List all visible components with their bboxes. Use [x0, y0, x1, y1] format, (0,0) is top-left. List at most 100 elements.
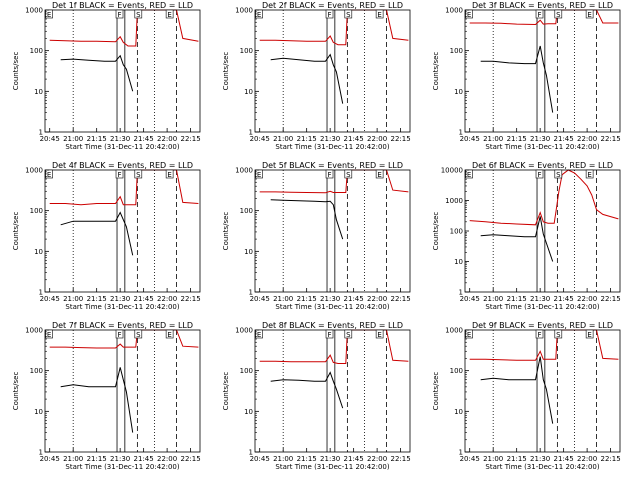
y-tick-label: 1 [249, 289, 253, 297]
y-tick-label: 100 [450, 47, 463, 55]
event-marker-label: S [136, 171, 141, 179]
x-axis-label: Start Time (31-Dec-11 20:42:00) [275, 143, 389, 151]
event-marker-box [344, 329, 353, 339]
event-marker-box [325, 169, 334, 179]
x-axis-label: Start Time (31-Dec-11 20:42:00) [485, 143, 599, 151]
event-marker-label: E [377, 171, 381, 179]
y-axis-label: Counts/sec [12, 52, 20, 91]
x-tick-label: 21:30 [530, 135, 550, 143]
event-marker-label: E [47, 11, 51, 19]
x-tick-label: 22:15 [601, 295, 621, 303]
event-marker-label: S [346, 331, 351, 339]
plot-title: Det 1f BLACK = Events, RED = LLD [52, 1, 193, 10]
x-axis-label: Start Time (31-Dec-11 20:42:00) [275, 303, 389, 311]
plot-title: Det 4f BLACK = Events, RED = LLD [52, 161, 193, 170]
y-tick-label: 1000 [25, 7, 43, 15]
event-marker-label: E [587, 11, 591, 19]
event-marker-label: E [377, 331, 381, 339]
plot-title: Det 3f BLACK = Events, RED = LLD [472, 1, 613, 10]
x-tick-label: 21:30 [110, 295, 130, 303]
y-tick-label: 1 [459, 129, 463, 137]
event-marker-box [165, 169, 174, 179]
plot-title: Det 2f BLACK = Events, RED = LLD [262, 1, 403, 10]
event-marker-label: F [118, 331, 122, 339]
y-tick-label: 100 [450, 228, 463, 236]
lld-series-line [259, 9, 409, 46]
x-axis-label: Start Time (31-Dec-11 20:42:00) [275, 463, 389, 471]
y-tick-label: 100 [450, 367, 463, 375]
event-marker-box [134, 9, 143, 19]
x-tick-label: 21:00 [63, 135, 83, 143]
x-tick-label: 21:30 [110, 455, 130, 463]
y-axis-label: Counts/sec [222, 372, 230, 411]
event-marker-box [535, 329, 544, 339]
event-marker-box [554, 329, 563, 339]
x-tick-label: 21:30 [110, 135, 130, 143]
event-marker-label: S [346, 11, 351, 19]
plot-title: Det 6f BLACK = Events, RED = LLD [472, 161, 613, 170]
x-tick-label: 21:00 [63, 455, 83, 463]
event-marker-label: E [257, 331, 261, 339]
y-tick-label: 10 [244, 408, 253, 416]
plot-title: Det 5f BLACK = Events, RED = LLD [262, 161, 403, 170]
x-tick-label: 22:00 [157, 135, 177, 143]
plot-title: Det 9f BLACK = Events, RED = LLD [472, 321, 613, 330]
event-marker-label: F [118, 11, 122, 19]
event-marker-label: E [47, 171, 51, 179]
event-marker-label: E [587, 171, 591, 179]
y-tick-label: 100 [30, 207, 43, 215]
event-marker-box [115, 9, 124, 19]
event-marker-box [375, 9, 384, 19]
event-marker-label: S [136, 11, 141, 19]
event-marker-label: S [556, 331, 561, 339]
event-marker-label: F [538, 11, 542, 19]
y-tick-label: 10 [454, 88, 463, 96]
y-tick-label: 1000 [25, 167, 43, 175]
x-tick-label: 22:00 [157, 295, 177, 303]
x-tick-label: 21:45 [554, 135, 574, 143]
x-tick-label: 22:15 [181, 455, 201, 463]
event-marker-box [585, 329, 594, 339]
event-marker-box [325, 9, 334, 19]
x-tick-label: 21:30 [530, 455, 550, 463]
lld-series-line [259, 329, 409, 364]
events-series-line [480, 45, 554, 113]
x-tick-label: 21:15 [507, 455, 527, 463]
x-tick-label: 21:45 [344, 455, 364, 463]
y-tick-label: 1000 [235, 327, 253, 335]
event-marker-box [554, 9, 563, 19]
x-axis-label: Start Time (31-Dec-11 20:42:00) [485, 463, 599, 471]
y-tick-label: 100 [30, 47, 43, 55]
x-tick-label: 21:15 [297, 135, 317, 143]
y-axis-label: Counts/sec [222, 212, 230, 251]
y-tick-label: 1000 [25, 327, 43, 335]
events-series-line [60, 211, 134, 256]
x-tick-label: 22:00 [577, 135, 597, 143]
x-axis-label: Start Time (31-Dec-11 20:42:00) [65, 143, 179, 151]
x-tick-label: 21:15 [297, 455, 317, 463]
x-tick-label: 21:45 [134, 295, 154, 303]
x-tick-label: 21:45 [134, 135, 154, 143]
events-series-line [60, 367, 134, 433]
x-tick-label: 20:45 [250, 455, 270, 463]
event-marker-label: S [136, 331, 141, 339]
x-tick-label: 20:45 [40, 135, 60, 143]
event-marker-box [165, 329, 174, 339]
x-tick-label: 21:00 [483, 135, 503, 143]
x-tick-label: 21:45 [554, 295, 574, 303]
event-marker-box [465, 169, 473, 179]
x-tick-label: 22:15 [601, 135, 621, 143]
y-tick-label: 1000 [445, 197, 463, 205]
x-tick-label: 20:45 [250, 295, 270, 303]
event-marker-label: E [467, 11, 471, 19]
x-tick-label: 21:45 [344, 135, 364, 143]
lld-series-line [49, 9, 199, 47]
y-tick-label: 1000 [235, 167, 253, 175]
event-marker-label: F [538, 171, 542, 179]
event-marker-box [375, 169, 384, 179]
events-series-line [270, 371, 344, 409]
